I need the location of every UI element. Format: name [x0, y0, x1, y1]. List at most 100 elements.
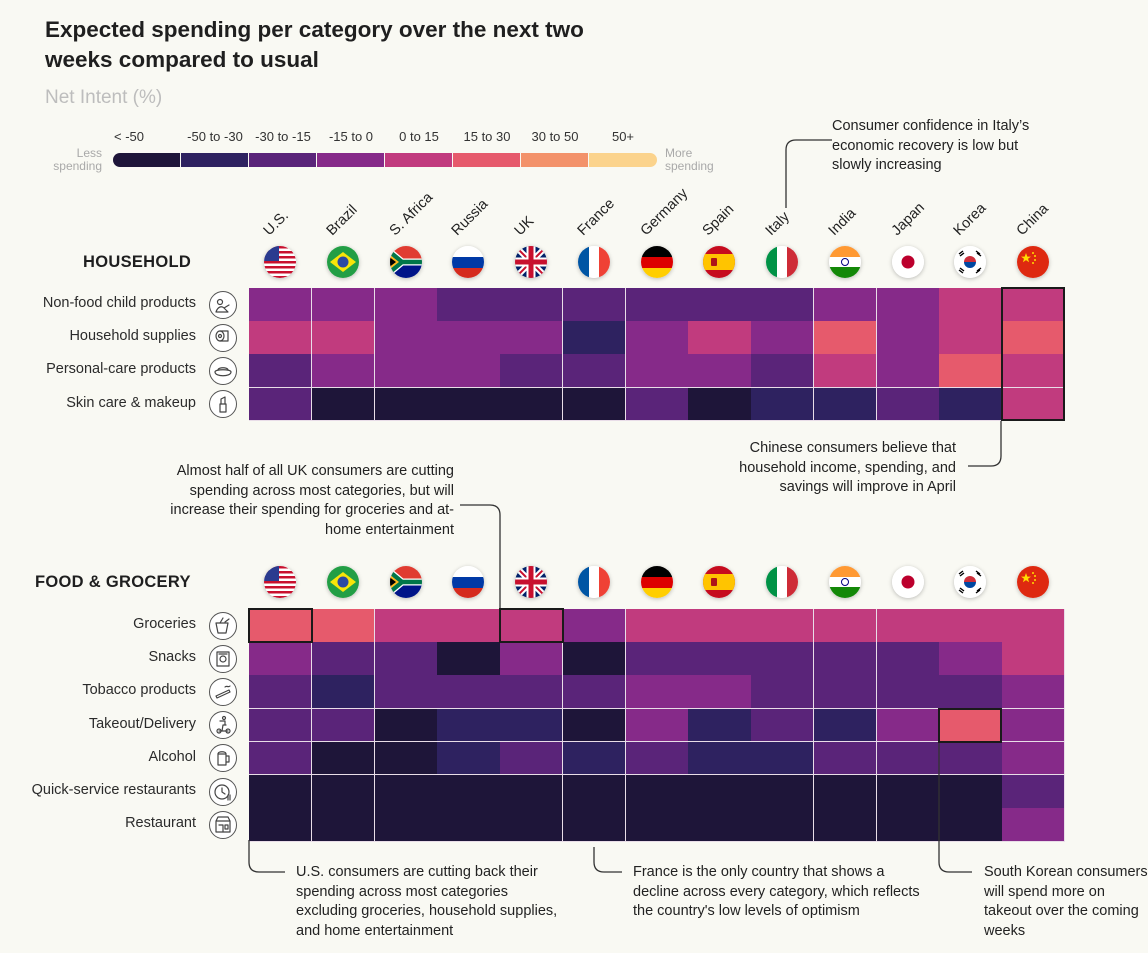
- heatmap-cell: [311, 288, 375, 322]
- heatmap-cell: [939, 642, 1003, 676]
- heatmap-cell: [249, 642, 313, 676]
- heatmap-cell: [374, 675, 438, 710]
- legend-color-bar: [113, 153, 657, 167]
- chart-title: Expected spending per category over the …: [45, 17, 584, 72]
- heatmap-cell: [751, 321, 815, 355]
- heatmap-cell: [751, 675, 815, 710]
- row-label: Personal-care products: [46, 361, 196, 378]
- heatmap-cell: [751, 387, 815, 422]
- uk-annotation: Almost half of all UK consumers are cutt…: [170, 463, 454, 538]
- heatmap-cell: [939, 609, 1003, 643]
- heatmap-cell: [437, 775, 501, 809]
- legend-swatch: [113, 153, 181, 167]
- heatmap-cell: [625, 675, 689, 710]
- restaurant-icon: [209, 810, 237, 839]
- heatmap-cell: [311, 808, 375, 842]
- row-label: Quick-service restaurants: [31, 782, 196, 798]
- heatmap-cell: [751, 354, 815, 389]
- japan-flag-icon: [891, 246, 924, 278]
- legend-swatch: [249, 153, 317, 167]
- heatmap-cell: [249, 708, 313, 743]
- heatmap-cell: [562, 708, 626, 743]
- heatmap-cell: [1002, 775, 1066, 809]
- heatmap-cell: [562, 354, 626, 389]
- heatmap-cell: [625, 354, 689, 389]
- heatmap-cell: [1002, 642, 1066, 676]
- uk-flag-icon: [515, 566, 547, 598]
- heatmap-cell: [374, 387, 438, 422]
- heatmap-cell: [437, 321, 501, 355]
- legend-bin-label: 0 to 15: [399, 129, 439, 144]
- heatmap-cell: [688, 387, 752, 422]
- heatmap-cell: [500, 675, 564, 710]
- delivery-icon: [209, 711, 237, 740]
- row-label: Non-food child products: [42, 295, 196, 311]
- heatmap-cell: [311, 642, 375, 676]
- legend-bin-label: < -50: [114, 129, 144, 144]
- heatmap-cell: [813, 288, 877, 322]
- heatmap-cell: [876, 321, 940, 355]
- heatmap-cell: [876, 708, 940, 743]
- heatmap-cell: [876, 354, 940, 389]
- heatmap-cell: [249, 741, 313, 776]
- heatmap-cell: [688, 675, 752, 710]
- china-flag-icon: [1017, 566, 1049, 598]
- us-groceries-highlight: [248, 608, 313, 643]
- heatmap-cell: [437, 708, 501, 743]
- india-flag-icon: [828, 566, 861, 598]
- heatmap-cell: [500, 708, 564, 743]
- heatmap-cell: [876, 775, 940, 809]
- row-label: Alcohol: [148, 748, 196, 765]
- us-annotation: U.S. consumers are cutting back their sp…: [296, 864, 558, 939]
- heatmap-cell: [249, 808, 313, 842]
- heatmap-cell: [688, 642, 752, 676]
- korea-takeout-highlight: [938, 708, 1002, 743]
- heatmap-cell: [1002, 675, 1066, 710]
- heatmap-cell: [374, 741, 438, 776]
- heatmap-cell: [625, 808, 689, 842]
- food-section-title: FOOD & GROCERY: [35, 573, 191, 591]
- heatmap-cell: [311, 675, 375, 710]
- cigarette-icon: [209, 677, 237, 706]
- row-label: Tobacco products: [82, 682, 196, 699]
- legend-swatch: [589, 153, 657, 167]
- heatmap-cell: [1002, 609, 1066, 643]
- heatmap-cell: [625, 741, 689, 776]
- heatmap-cell: [813, 775, 877, 809]
- heatmap-cell: [249, 675, 313, 710]
- russia-flag-icon: [452, 566, 485, 598]
- heatmap-cell: [939, 808, 1003, 842]
- korea-flag-icon: [954, 246, 987, 278]
- germany-flag-icon: [640, 566, 673, 598]
- china-flag-icon: [1017, 246, 1049, 278]
- india-flag-icon: [828, 246, 861, 278]
- heatmap-cell: [688, 708, 752, 743]
- france-annotation: France is the only country that shows a …: [633, 864, 920, 919]
- france-flag-icon: [577, 566, 610, 598]
- heatmap-cell: [437, 354, 501, 389]
- legend-bin-label: 30 to 50: [531, 129, 579, 144]
- heatmap-cell: [311, 741, 375, 776]
- heatmap-cell: [813, 708, 877, 743]
- heatmap-cell: [437, 642, 501, 676]
- heatmap-cell: [374, 354, 438, 389]
- legend-bin-label: 15 to 30: [463, 129, 511, 144]
- heatmap-cell: [876, 675, 940, 710]
- beer-icon: [209, 744, 237, 773]
- spain-flag-icon: [703, 246, 736, 278]
- brazil-flag-icon: [326, 566, 359, 598]
- household-section-title: HOUSEHOLD: [83, 253, 192, 271]
- heatmap-cell: [437, 741, 501, 776]
- toilet-paper-icon: [209, 323, 237, 352]
- heatmap-cell: [876, 642, 940, 676]
- heatmap-cell: [625, 775, 689, 809]
- spain-flag-icon: [703, 566, 736, 598]
- italy-annotation: Consumer confidence in Italy’s economic …: [832, 118, 1030, 173]
- heatmap-cell: [876, 387, 940, 422]
- heatmap-cell: [437, 808, 501, 842]
- heatmap-cell: [562, 387, 626, 422]
- heatmap-cell: [751, 808, 815, 842]
- row-label: Snacks: [148, 649, 196, 666]
- uk-groceries-highlight: [499, 608, 564, 643]
